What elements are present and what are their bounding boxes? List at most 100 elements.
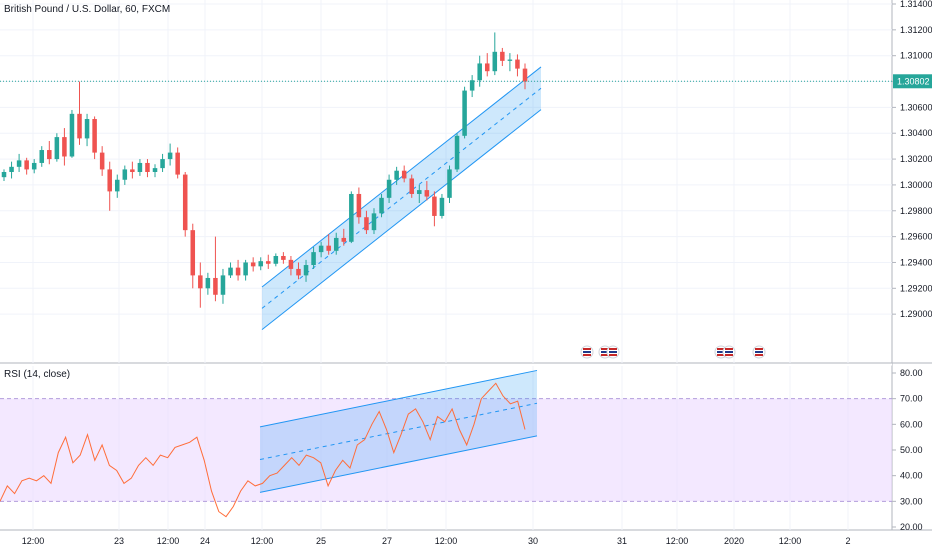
channel-upper-line (261, 66, 542, 288)
rsi-line (0, 382, 526, 518)
candle-body (1, 172, 7, 178)
candle-body (379, 197, 384, 214)
rsi-channel-mid (259, 402, 538, 460)
time-tick-label: 12:00 (251, 536, 274, 546)
candle-body (243, 262, 248, 276)
candle-body (16, 160, 22, 167)
candle-body (401, 170, 407, 179)
flag-stripe (755, 354, 763, 356)
candle-body (160, 159, 165, 169)
pane-gap (0, 363, 892, 366)
candle-body (318, 245, 324, 253)
candle-body (288, 259, 294, 269)
candle-body (417, 190, 422, 194)
flag-stripe (717, 354, 725, 356)
flag-stripe (725, 354, 733, 356)
flag-stripe (601, 354, 609, 356)
candle-body (462, 90, 467, 136)
candle-body (213, 277, 218, 295)
candle-body (114, 179, 120, 192)
candle-body (205, 277, 211, 289)
flag-stripe (609, 351, 617, 353)
us-event-flag-icon (606, 345, 620, 359)
candle-body (77, 113, 82, 139)
candle-body (39, 150, 45, 163)
candle-body (228, 267, 233, 276)
flag-stripe (583, 348, 591, 350)
flag-stripe (717, 351, 725, 353)
price-tick-label: 1.30600 (900, 102, 932, 112)
candle-body (220, 275, 226, 295)
candle-body (492, 51, 498, 72)
candle-body (266, 261, 271, 264)
time-tick-label: 12:00 (157, 536, 180, 546)
price-tick-label: 1.29800 (900, 206, 932, 216)
time-tick-label: 30 (528, 536, 538, 546)
candle-body (92, 119, 97, 153)
price-tick-label: 1.31200 (900, 25, 932, 35)
candle-body (424, 190, 430, 197)
rsi-band-fill (0, 398, 892, 502)
candle-body (137, 162, 143, 172)
candle-body (386, 179, 392, 198)
flag-stripe (755, 348, 763, 350)
price-tick-label: 1.31400 (900, 0, 932, 9)
price-tick-label: 1.29000 (900, 309, 932, 319)
time-tick-label: 12:00 (666, 536, 689, 546)
candle-body (409, 178, 415, 194)
candle-body (190, 230, 196, 276)
time-tick-label: 2020 (724, 536, 744, 546)
candle-body (107, 169, 112, 192)
candle-body (439, 197, 445, 216)
candle-body (311, 252, 316, 266)
time-tick-label: 12:00 (22, 536, 45, 546)
price-tick-label: 1.29200 (900, 283, 932, 293)
rsi-tick-label: 80.00 (900, 368, 923, 378)
candle-body (24, 160, 29, 170)
candle-body (258, 261, 263, 267)
price-tick-label: 1.29400 (900, 257, 932, 267)
candle-body (182, 174, 188, 231)
candle-body (250, 262, 256, 267)
flag-stripe (609, 348, 617, 350)
candle-body (9, 166, 14, 172)
candle-body (99, 152, 105, 170)
rsi-tick-label: 70.00 (900, 394, 923, 404)
candle-body (364, 217, 369, 231)
flag-stripe (583, 354, 591, 356)
rsi-tick-label: 40.00 (900, 471, 923, 481)
candle-body (130, 169, 135, 172)
flag-stripe (609, 354, 617, 356)
candle-body (371, 213, 377, 231)
flag-stripe (717, 348, 725, 350)
time-tick-label: 31 (617, 536, 627, 546)
candle-body (522, 68, 528, 82)
us-event-flag-icon (752, 345, 766, 359)
time-tick-label: 27 (382, 536, 392, 546)
price-tick-label: 1.30400 (900, 128, 932, 138)
time-tick-label: 2 (845, 536, 850, 546)
flag-stripe (601, 348, 609, 350)
channel-mid-line (261, 87, 542, 309)
candle-body (122, 169, 128, 180)
channel-lower-line (261, 109, 542, 331)
candle-body (54, 137, 60, 160)
rsi-tick-label: 60.00 (900, 419, 923, 429)
candle-body (273, 256, 279, 264)
flag-stripe (583, 351, 591, 353)
candle-body (477, 63, 482, 81)
rsi-channel-lower (259, 435, 538, 493)
candle-body (152, 168, 158, 172)
rsi-tick-label: 50.00 (900, 445, 923, 455)
candle-body (175, 152, 180, 175)
flag-stripe (725, 351, 733, 353)
candle-body (469, 80, 475, 91)
flag-stripe (601, 351, 609, 353)
candle-body (84, 119, 90, 139)
candle-body (235, 267, 241, 276)
candle-body (145, 162, 150, 172)
flag-stripe (755, 351, 763, 353)
candle-body (484, 63, 490, 72)
candle-body (515, 59, 520, 69)
